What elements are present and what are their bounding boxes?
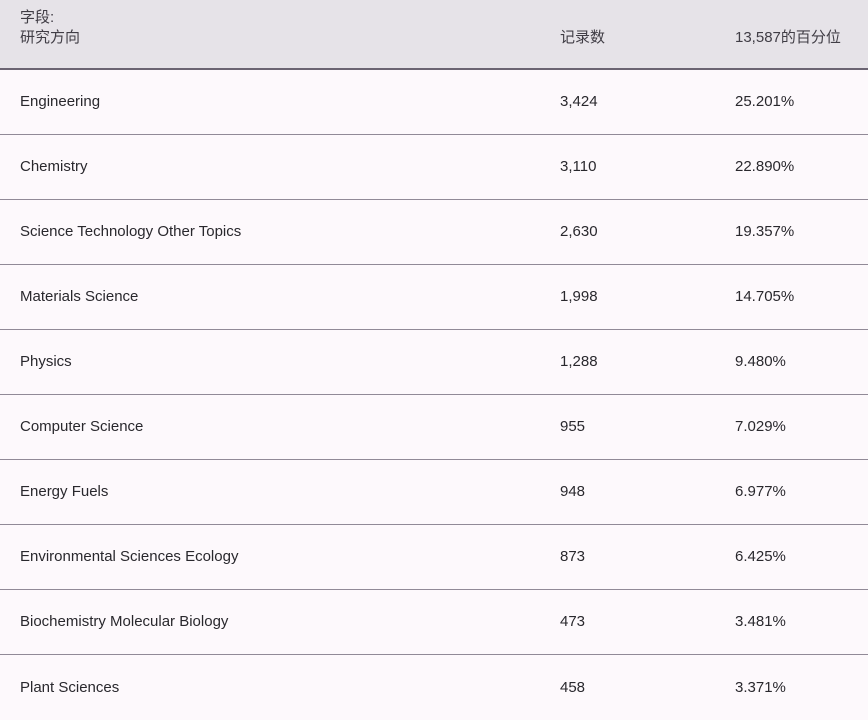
table-row: Materials Science 1,998 14.705% bbox=[0, 265, 868, 330]
row-percentile: 6.977% bbox=[735, 483, 786, 500]
row-name: Physics bbox=[20, 353, 72, 370]
table-row: Science Technology Other Topics 2,630 19… bbox=[0, 200, 868, 265]
header-records-label: 记录数 bbox=[560, 29, 606, 46]
table-row: Biochemistry Molecular Biology 473 3.481… bbox=[0, 590, 868, 655]
row-records: 458 bbox=[560, 678, 586, 696]
row-records: 1,288 bbox=[560, 353, 598, 370]
header-field-name: 研究方向 bbox=[20, 29, 81, 46]
row-percentile: 3.481% bbox=[735, 613, 786, 630]
row-records: 473 bbox=[560, 613, 586, 630]
row-records: 955 bbox=[560, 418, 586, 435]
header-percentile-label: 13,587的百分位 bbox=[735, 29, 841, 46]
row-percentile: 7.029% bbox=[735, 418, 786, 435]
row-name: Engineering bbox=[20, 93, 101, 110]
row-percentile: 3.371% bbox=[735, 678, 786, 696]
header-field-column: 字段: 研究方向 bbox=[20, 8, 560, 48]
row-name: Biochemistry Molecular Biology bbox=[20, 613, 229, 630]
row-name: Chemistry bbox=[20, 158, 88, 175]
row-name: Science Technology Other Topics bbox=[20, 223, 242, 240]
row-percentile: 22.890% bbox=[735, 158, 795, 175]
row-records: 2,630 bbox=[560, 223, 598, 240]
row-records: 3,424 bbox=[560, 93, 598, 110]
row-percentile: 6.425% bbox=[735, 548, 786, 565]
table-row: Energy Fuels 948 6.977% bbox=[0, 460, 868, 525]
table-row: Environmental Sciences Ecology 873 6.425… bbox=[0, 525, 868, 590]
row-name: Plant Sciences bbox=[20, 678, 120, 696]
table-row: Computer Science 955 7.029% bbox=[0, 395, 868, 460]
row-name: Energy Fuels bbox=[20, 483, 109, 500]
row-percentile: 9.480% bbox=[735, 353, 786, 370]
row-name: Computer Science bbox=[20, 418, 144, 435]
row-records: 1,998 bbox=[560, 288, 598, 305]
header-field-label: 字段: bbox=[20, 9, 55, 26]
row-name: Environmental Sciences Ecology bbox=[20, 548, 239, 565]
table-row: Plant Sciences 458 3.371% bbox=[0, 655, 868, 720]
row-records: 873 bbox=[560, 548, 586, 565]
row-records: 948 bbox=[560, 483, 586, 500]
row-name: Materials Science bbox=[20, 288, 139, 305]
table-row: Chemistry 3,110 22.890% bbox=[0, 135, 868, 200]
row-percentile: 19.357% bbox=[735, 223, 795, 240]
row-percentile: 25.201% bbox=[735, 93, 795, 110]
table-header: 字段: 研究方向 记录数 13,587的百分位 bbox=[0, 0, 868, 70]
row-records: 3,110 bbox=[560, 158, 597, 175]
row-percentile: 14.705% bbox=[735, 288, 795, 305]
table-row: Physics 1,288 9.480% bbox=[0, 330, 868, 395]
table-row: Engineering 3,424 25.201% bbox=[0, 70, 868, 135]
table-body: Engineering 3,424 25.201% Chemistry 3,11… bbox=[0, 70, 868, 720]
